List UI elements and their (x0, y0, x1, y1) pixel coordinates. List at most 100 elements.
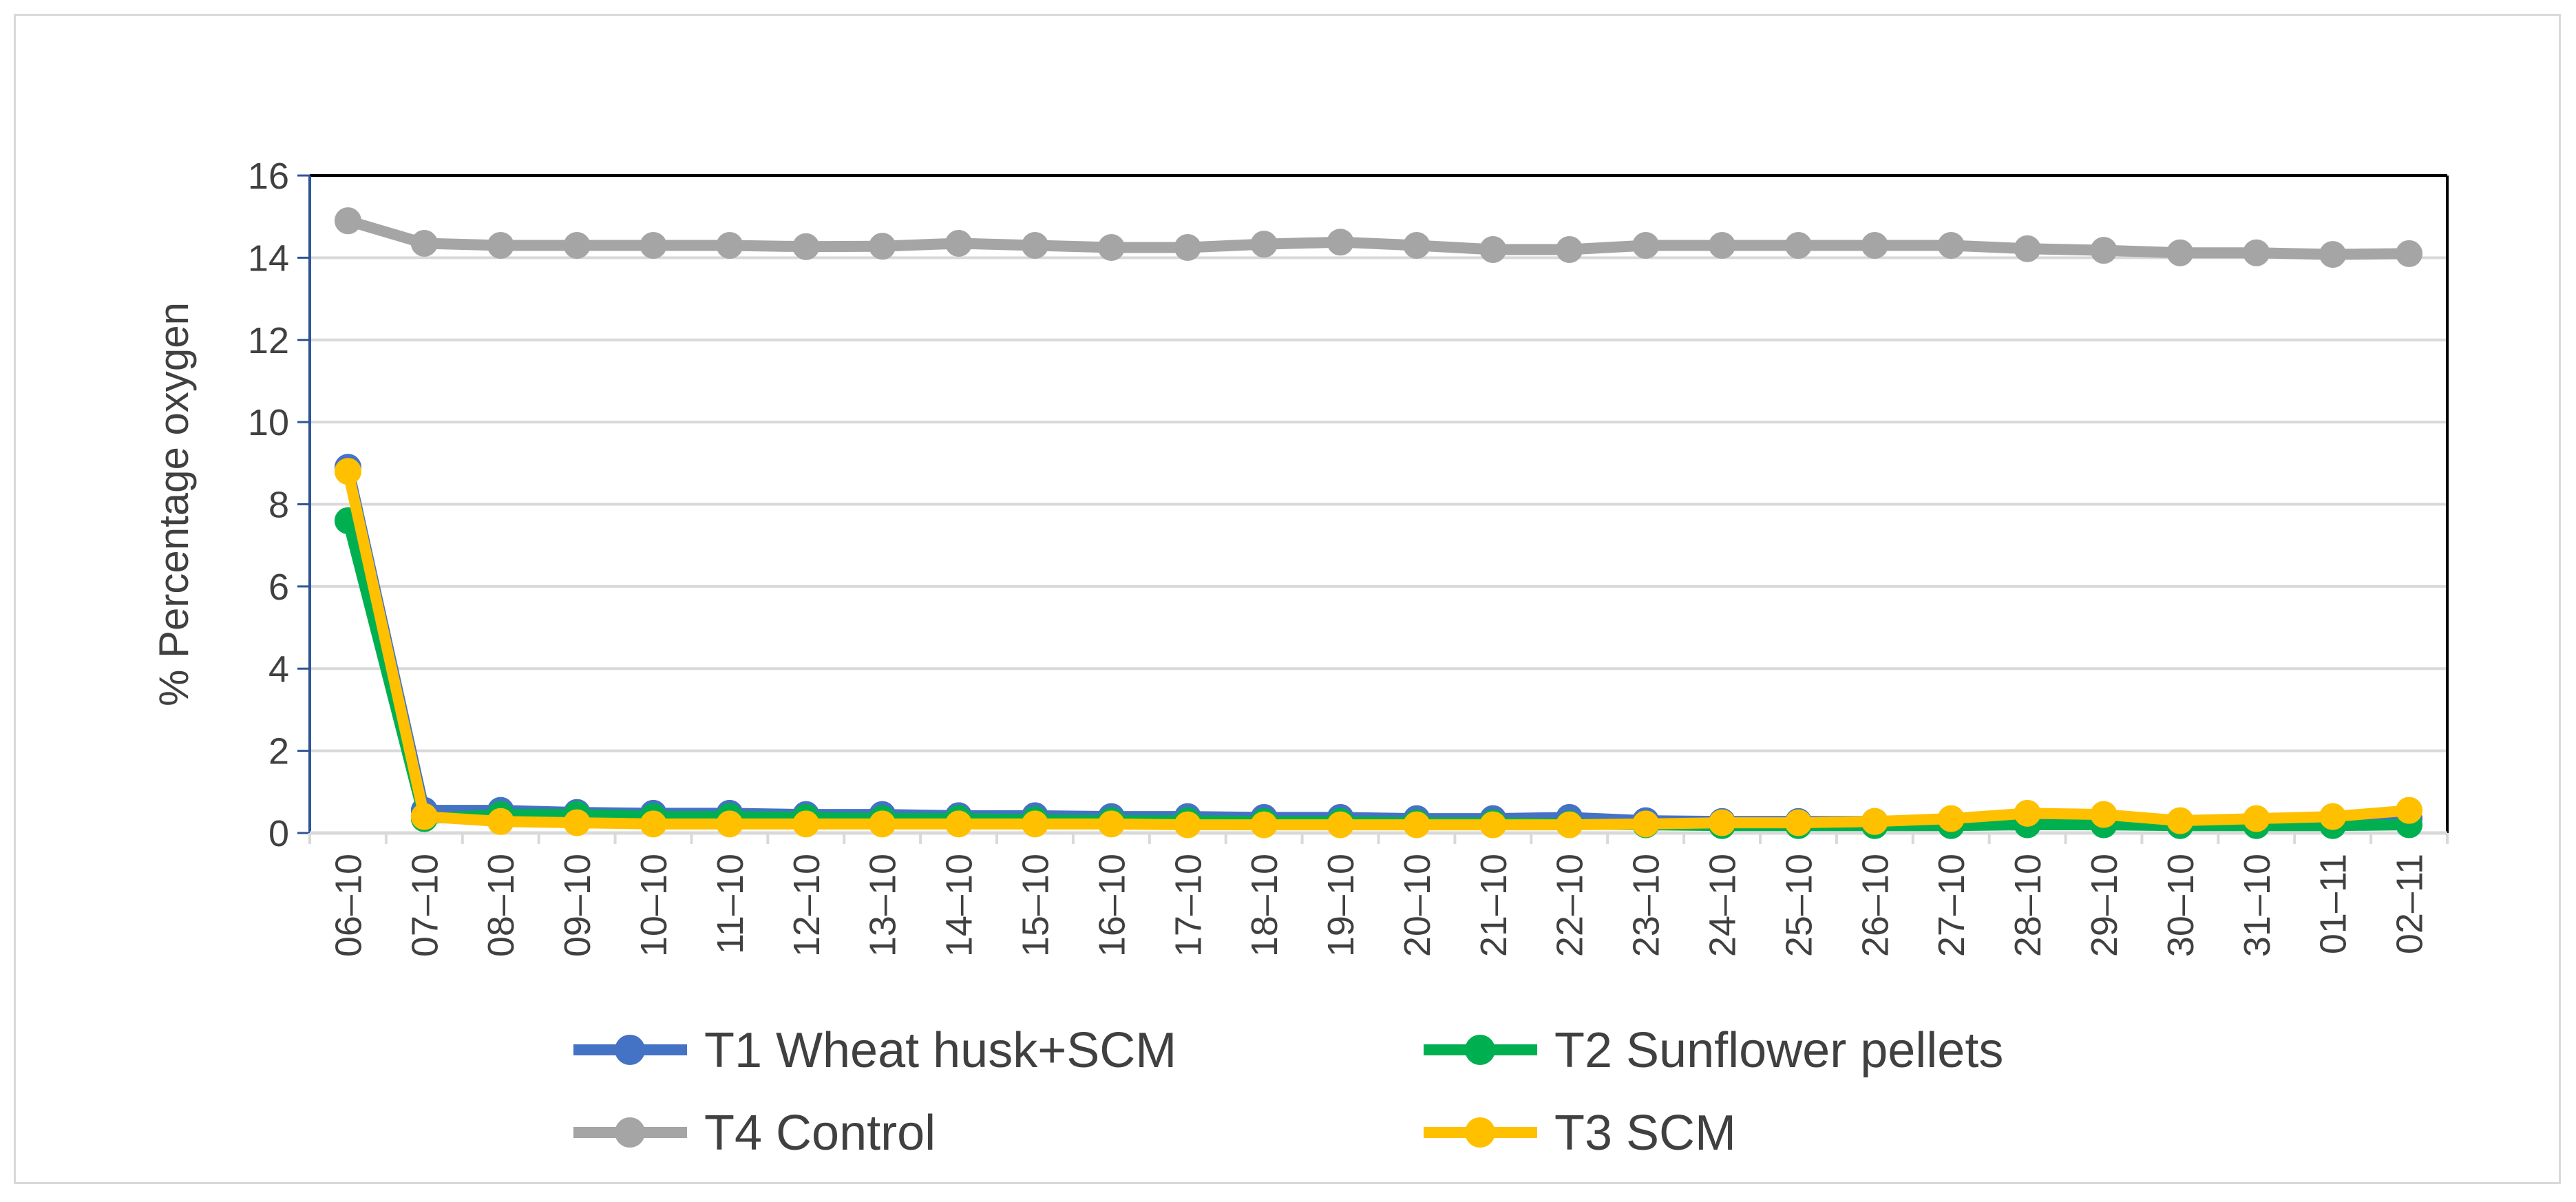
legend-label: T3 SCM (1554, 1106, 1736, 1161)
x-tick-label: 30–10 (2160, 854, 2202, 957)
data-point (869, 233, 896, 260)
line-chart: 0 2 4 6 8 10 12 14 16 06–10 07–10 08–10 09–10 10–10 1… (151, 156, 2449, 1161)
x-tick-label: 31–10 (2237, 854, 2278, 957)
data-point (1250, 811, 1278, 839)
data-point (945, 229, 973, 257)
y-tick-label: 4 (268, 649, 289, 690)
data-point (1709, 809, 1736, 836)
data-point (2014, 799, 2041, 827)
legend-swatch-marker (1465, 1035, 1495, 1065)
data-point (1097, 810, 1125, 838)
x-tick-label: 24–10 (1702, 854, 1744, 957)
x-tick-label: 28–10 (2007, 854, 2049, 957)
legend-item: T1 Wheat husk+SCM (573, 1023, 1176, 1078)
series-line (342, 519, 2409, 832)
y-tick-label: 10 (248, 402, 289, 443)
data-point (869, 810, 896, 838)
series-t3-scm (334, 458, 2423, 839)
data-point (1403, 231, 1430, 259)
x-tick-label: 13–10 (863, 854, 904, 957)
data-point (1097, 233, 1125, 261)
data-point (2319, 803, 2347, 830)
legend-item: T4 Control (573, 1106, 936, 1161)
data-point (2243, 805, 2270, 832)
series-t4-control (334, 207, 2423, 268)
y-tick-label: 12 (248, 320, 289, 361)
data-point (1784, 231, 1812, 259)
y-axis-title: % Percentage oxygen (151, 302, 197, 706)
x-tick-label: 20–10 (1397, 854, 1438, 957)
legend-label: T2 Sunflower pellets (1554, 1023, 2003, 1078)
data-point (334, 458, 361, 485)
data-point (410, 229, 438, 257)
data-point (1021, 810, 1048, 838)
data-point (716, 810, 743, 838)
data-point (1937, 805, 1965, 832)
series-t2-sunflower-pellets (334, 507, 2423, 839)
y-tick-label: 16 (248, 156, 289, 197)
series-t1-wheat-husk-scm (334, 454, 2423, 835)
x-tick-label: 12–10 (786, 854, 827, 957)
legend-swatch-marker (615, 1035, 645, 1065)
series-line (342, 466, 2409, 827)
x-tick-label: 17–10 (1168, 854, 1209, 957)
data-point (1021, 231, 1048, 259)
x-tick-label: 10–10 (633, 854, 675, 957)
x-tick-label: 11–10 (710, 854, 751, 954)
data-point (2396, 240, 2423, 267)
legend-item: T2 Sunflower pellets (1424, 1023, 2003, 1078)
data-point (1784, 809, 1812, 836)
data-point (1327, 811, 1354, 839)
y-tick-label: 6 (268, 567, 289, 608)
plot-area (308, 174, 2449, 835)
x-tick-label: 01–11 (2313, 854, 2354, 954)
x-axis-ticks: 06–10 07–10 08–10 09–10 10–10 11–10 12–10 13–10… (308, 833, 2449, 957)
x-tick-label: 07–10 (404, 854, 445, 957)
x-tick-label: 02–11 (2389, 854, 2431, 954)
x-tick-label: 09–10 (557, 854, 598, 957)
legend-swatch-marker (615, 1117, 645, 1148)
data-point (1403, 811, 1430, 839)
data-point (563, 809, 591, 836)
legend-label: T1 Wheat husk+SCM (704, 1023, 1176, 1078)
data-point (1861, 808, 1888, 835)
x-tick-label: 23–10 (1626, 854, 1667, 957)
y-tick-label: 0 (268, 813, 289, 854)
data-point (792, 233, 820, 260)
data-point (1174, 233, 1201, 261)
x-tick-label: 21–10 (1473, 854, 1514, 957)
legend-item: T3 SCM (1424, 1106, 1736, 1161)
y-tick-label: 2 (268, 731, 289, 772)
data-point (1250, 231, 1278, 258)
data-point (2014, 235, 2041, 262)
data-point (1479, 235, 1507, 263)
data-point (334, 207, 361, 235)
data-point (487, 231, 514, 259)
x-tick-label: 15–10 (1015, 854, 1056, 957)
y-tick-label: 14 (248, 238, 289, 279)
x-tick-label: 22–10 (1550, 854, 1591, 957)
chart-frame: 0 2 4 6 8 10 12 14 16 06–10 07–10 08–10 09–10 10–10 1… (14, 14, 2561, 1184)
data-point (2243, 239, 2270, 266)
x-tick-label: 14–10 (939, 854, 980, 957)
data-point (1556, 811, 1583, 839)
data-point (1632, 231, 1660, 259)
x-tick-label: 29–10 (2084, 854, 2125, 957)
data-point (1632, 810, 1660, 838)
data-point (2166, 239, 2194, 266)
x-tick-label: 19–10 (1320, 854, 1362, 957)
data-point (563, 231, 591, 259)
data-point (2396, 797, 2423, 824)
data-point (792, 810, 820, 838)
gridlines (310, 256, 2447, 752)
x-tick-label: 26–10 (1855, 854, 1896, 957)
legend-label: T4 Control (704, 1106, 936, 1161)
data-point (716, 231, 743, 259)
data-point (1937, 231, 1965, 259)
y-axis-ticks: 0 2 4 6 8 10 12 14 16 (248, 156, 310, 854)
legend: T1 Wheat husk+SCM T2 Sunflower pellets T4 … (573, 1023, 2003, 1161)
data-point (487, 808, 514, 835)
x-tick-label: 06–10 (328, 854, 369, 957)
data-point (2319, 241, 2347, 268)
series-line (346, 215, 2409, 260)
